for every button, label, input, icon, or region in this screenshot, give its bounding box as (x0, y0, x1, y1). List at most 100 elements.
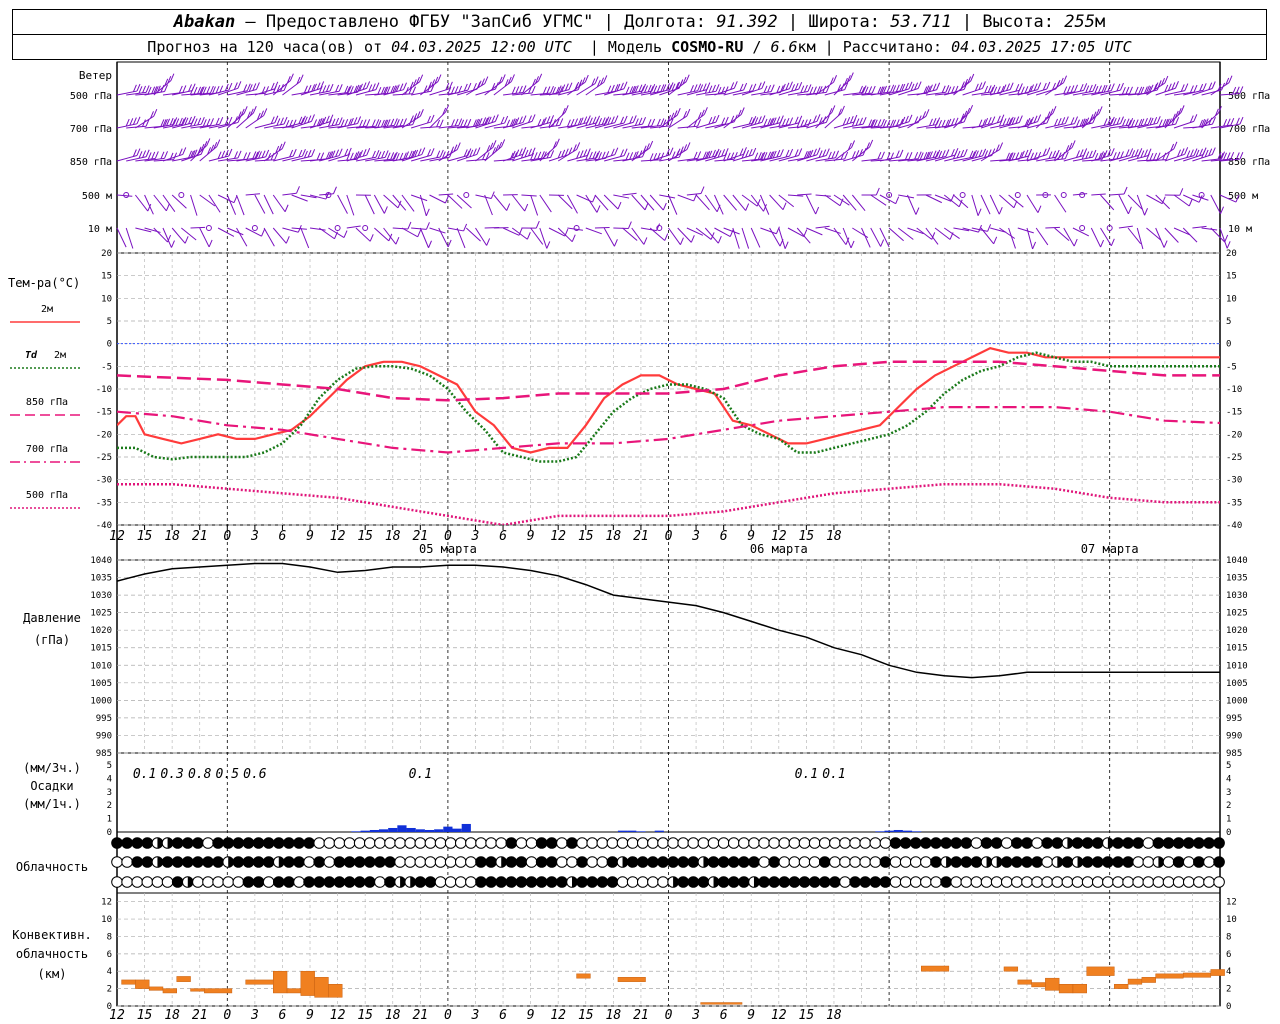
wind-barb-feather (559, 118, 564, 126)
wind-barb-feather (564, 83, 569, 91)
wind-barb-icon (484, 194, 493, 216)
temp-tick-right: -5 (1226, 362, 1237, 372)
wind-barb-feather (632, 85, 637, 94)
cloud-cover-icon (626, 876, 639, 888)
wind-barb-feather (210, 144, 215, 152)
wind-barb-feather (947, 86, 952, 94)
wind-barb-feather (175, 118, 180, 126)
cloud-cover-icon (485, 856, 497, 868)
wind-barb-feather (132, 117, 137, 125)
cloud-half-icon (713, 876, 719, 888)
wind-barb-feather (665, 119, 670, 127)
cloud-half-icon (1057, 856, 1063, 868)
wind-barb-feather (932, 83, 937, 91)
wind-barb-feather (197, 146, 202, 155)
cloud-half-icon (622, 856, 628, 868)
conv-tick-left: 12 (101, 898, 112, 908)
wind-barb-feather (1184, 147, 1189, 155)
precip-bar (617, 830, 628, 832)
cloud-cover-icon (717, 837, 730, 849)
cloud-cover-icon (1203, 876, 1215, 888)
hour-label-bottom: 18 (164, 1008, 180, 1023)
wind-barb-icon (1118, 194, 1129, 215)
wind-barb-feather (625, 86, 630, 94)
wind-barb-feather (1056, 79, 1061, 88)
cloud-cover-icon (384, 837, 396, 849)
wind-barb-feather (686, 142, 691, 150)
wind-barb-feather (1015, 84, 1020, 92)
cloud-cover-icon (1011, 837, 1023, 849)
wind-barb-feather (292, 148, 297, 157)
wind-barb-feather (610, 84, 615, 93)
wind-barb-icon (456, 227, 466, 249)
wind-barb-feather (671, 83, 676, 91)
wind-barb-feather (936, 82, 941, 90)
wind-barb-icon (245, 227, 262, 237)
wind-barb-icon (190, 226, 206, 229)
wind-barb-feather (486, 145, 491, 153)
hour-label-bottom: 0 (223, 1008, 231, 1023)
cloud-cover-icon (1091, 837, 1104, 849)
cloud-cover-icon (727, 856, 740, 868)
wind-barb-feather (447, 239, 452, 248)
wind-barb-icon (1219, 227, 1228, 249)
cloud-cover-icon (1132, 856, 1144, 868)
temp-tick-right: 15 (1226, 272, 1237, 282)
wind-barb-feather (417, 229, 422, 237)
cloud-cover-icon (525, 876, 538, 888)
wind-barb-feather (206, 118, 211, 127)
wind-barb-feather (392, 153, 397, 161)
wind-barb-feather (254, 151, 259, 160)
wind-barb-feather (1144, 117, 1148, 126)
wind-barb-feather (1101, 152, 1106, 160)
wind-barb-feather (1179, 188, 1184, 196)
wind-barb-icon (704, 227, 719, 244)
wind-barb-feather (842, 118, 847, 126)
conv-cloud-bar (617, 977, 646, 982)
wind-barb-feather (697, 119, 702, 127)
wind-barb-feather (987, 117, 992, 125)
wind-barb-feather (303, 116, 308, 124)
wind-barb-feather (316, 152, 321, 161)
wind-barb-icon (999, 194, 1015, 209)
wind-barb-feather (899, 83, 904, 92)
wind-barb-feather (419, 109, 424, 117)
wind-barb-feather (610, 148, 615, 156)
cloud-cover-icon (192, 837, 204, 849)
cloud-cover-icon (1061, 856, 1074, 868)
wind-barb-feather (454, 118, 459, 127)
conv-cloud-bar (1058, 984, 1074, 994)
wind-barb-feather (1073, 238, 1078, 247)
altitude-unit: м (1094, 12, 1106, 32)
wind-barb-feather (729, 229, 734, 237)
wind-barb-feather (748, 116, 753, 125)
temp-tick-right: -30 (1226, 476, 1242, 486)
wind-barb-feather (649, 140, 654, 149)
wind-barb-feather (585, 118, 590, 126)
wind-level-label-left: 500 м (82, 191, 112, 202)
wind-barb-feather (494, 114, 499, 122)
cloud-cover-icon (475, 876, 487, 888)
cloud-cover-icon (111, 856, 123, 868)
wind-barb-feather (1149, 84, 1154, 93)
cloud-cover-icon (768, 876, 781, 888)
cloud-cover-icon (1000, 856, 1013, 868)
wind-barb-feather (607, 117, 612, 125)
hour-label-bottom: 21 (192, 1008, 208, 1023)
cloud-cover-icon (798, 837, 811, 849)
cloud-cover-icon (1182, 876, 1195, 888)
wind-barb-feather (1024, 149, 1029, 158)
hour-label-bottom: 12 (330, 1008, 346, 1023)
wind-barb-feather (869, 139, 874, 148)
precip-3h-label: 0.1 (133, 767, 156, 782)
wind-barb-feather (1129, 148, 1134, 156)
hour-label-bottom: 15 (137, 1008, 153, 1023)
wind-barb-feather (596, 79, 601, 88)
hour-label-bottom: 9 (527, 1008, 535, 1023)
wind-barb-feather (524, 203, 529, 212)
wind-barb-icon (272, 194, 286, 213)
cloud-cover-icon (566, 837, 578, 849)
wind-barb-icon (566, 194, 578, 214)
wind-barb-feather (651, 84, 656, 92)
wind-barb-feather (977, 208, 982, 216)
